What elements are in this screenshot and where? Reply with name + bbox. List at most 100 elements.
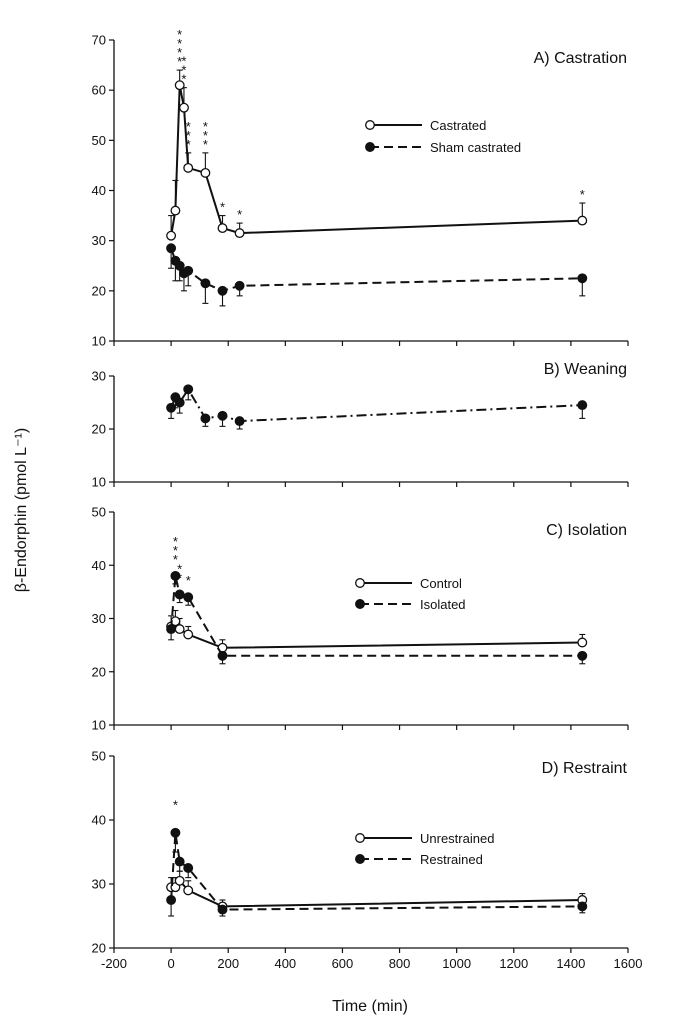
- y-tick-label: 30: [92, 611, 106, 626]
- significance-star: *: [203, 119, 208, 134]
- x-tick-label: 200: [217, 956, 239, 971]
- data-point: [577, 273, 588, 284]
- y-tick-label: 40: [92, 813, 106, 828]
- data-point: [174, 260, 185, 271]
- panel-title: B) Weaning: [544, 361, 627, 378]
- significance-star: *: [203, 128, 208, 143]
- data-point: [174, 397, 185, 408]
- legend-label: Castrated: [430, 118, 486, 133]
- data-point: [234, 280, 245, 291]
- data-point: [234, 416, 245, 427]
- legend-label: Unrestrained: [420, 831, 494, 846]
- legend-label: Isolated: [420, 597, 466, 612]
- y-tick-label: 20: [92, 664, 106, 679]
- data-point: [166, 402, 177, 413]
- legend-marker: [355, 854, 365, 864]
- x-axis-title: Time (min): [332, 998, 408, 1015]
- legend-marker: [355, 599, 365, 609]
- legend-label: Sham castrated: [430, 140, 521, 155]
- data-point: [183, 265, 194, 276]
- data-point: [577, 901, 588, 912]
- data-point: [577, 637, 588, 648]
- y-tick-label: 50: [92, 505, 106, 520]
- legend-marker: [355, 578, 365, 588]
- significance-star: *: [177, 571, 182, 586]
- x-tick-label: 1000: [442, 956, 471, 971]
- data-point: [577, 215, 588, 226]
- data-point: [183, 629, 194, 640]
- series-line: [170, 619, 583, 649]
- significance-star: *: [181, 63, 186, 78]
- significance-star: *: [177, 54, 182, 69]
- data-point: [217, 904, 228, 915]
- y-tick-label: 70: [92, 33, 106, 48]
- data-point: [174, 80, 185, 91]
- y-tick-label: 40: [92, 558, 106, 573]
- significance-star: *: [181, 72, 186, 87]
- significance-star: *: [181, 54, 186, 69]
- y-tick-label: 10: [92, 718, 106, 733]
- significance-star: *: [173, 543, 178, 558]
- data-point: [183, 162, 194, 173]
- data-point: [166, 624, 177, 635]
- data-point: [200, 278, 211, 289]
- data-point: [174, 589, 185, 600]
- significance-star: *: [173, 534, 178, 549]
- significance-star: *: [177, 45, 182, 60]
- legend-label: Control: [420, 576, 462, 591]
- legend-marker: [365, 120, 375, 130]
- significance-star: *: [173, 552, 178, 567]
- significance-star: *: [177, 36, 182, 51]
- significance-star: *: [237, 207, 242, 222]
- data-point: [174, 624, 185, 635]
- significance-star: *: [186, 128, 191, 143]
- y-tick-label: 40: [92, 183, 106, 198]
- x-tick-label: 1200: [499, 956, 528, 971]
- data-point: [183, 863, 194, 873]
- panel-title: D) Restraint: [542, 760, 628, 777]
- data-point: [174, 875, 185, 886]
- y-tick-label: 30: [92, 369, 106, 384]
- series-line: [170, 247, 583, 292]
- data-point: [217, 223, 228, 234]
- series-line: [170, 832, 583, 911]
- x-tick-label: 1400: [556, 956, 585, 971]
- x-tick-label: 800: [389, 956, 411, 971]
- data-point: [217, 410, 228, 421]
- x-tick-label: 0: [167, 956, 174, 971]
- data-point: [183, 885, 194, 896]
- data-point: [183, 592, 194, 603]
- significance-star: *: [177, 27, 182, 42]
- data-point: [170, 827, 181, 838]
- x-tick-label: 1600: [614, 956, 643, 971]
- data-point: [174, 856, 185, 867]
- legend-label: Restrained: [420, 852, 483, 867]
- y-axis-title: β-Endorphin (pmol L⁻¹): [13, 428, 30, 592]
- significance-star: *: [186, 137, 191, 152]
- x-tick-label: 600: [332, 956, 354, 971]
- data-point: [166, 895, 177, 905]
- data-point: [170, 205, 181, 216]
- series-line: [170, 387, 583, 423]
- data-point: [200, 413, 211, 424]
- series-line: [171, 879, 583, 908]
- data-point: [217, 285, 228, 296]
- significance-star: *: [220, 200, 225, 215]
- legend-marker: [355, 833, 365, 843]
- legend-marker: [365, 142, 375, 152]
- significance-star: *: [186, 119, 191, 134]
- y-tick-label: 20: [92, 283, 106, 298]
- panel-title: A) Castration: [534, 50, 627, 67]
- y-tick-label: 30: [92, 877, 106, 892]
- x-tick-label: -200: [101, 956, 127, 971]
- data-point: [166, 230, 177, 241]
- y-tick-label: 50: [92, 749, 106, 764]
- y-tick-label: 30: [92, 233, 106, 248]
- data-point: [217, 650, 228, 661]
- panel-title: C) Isolation: [546, 522, 627, 539]
- significance-star: *: [177, 562, 182, 577]
- y-tick-label: 60: [92, 83, 106, 98]
- significance-star: *: [203, 137, 208, 152]
- x-tick-label: 400: [274, 956, 296, 971]
